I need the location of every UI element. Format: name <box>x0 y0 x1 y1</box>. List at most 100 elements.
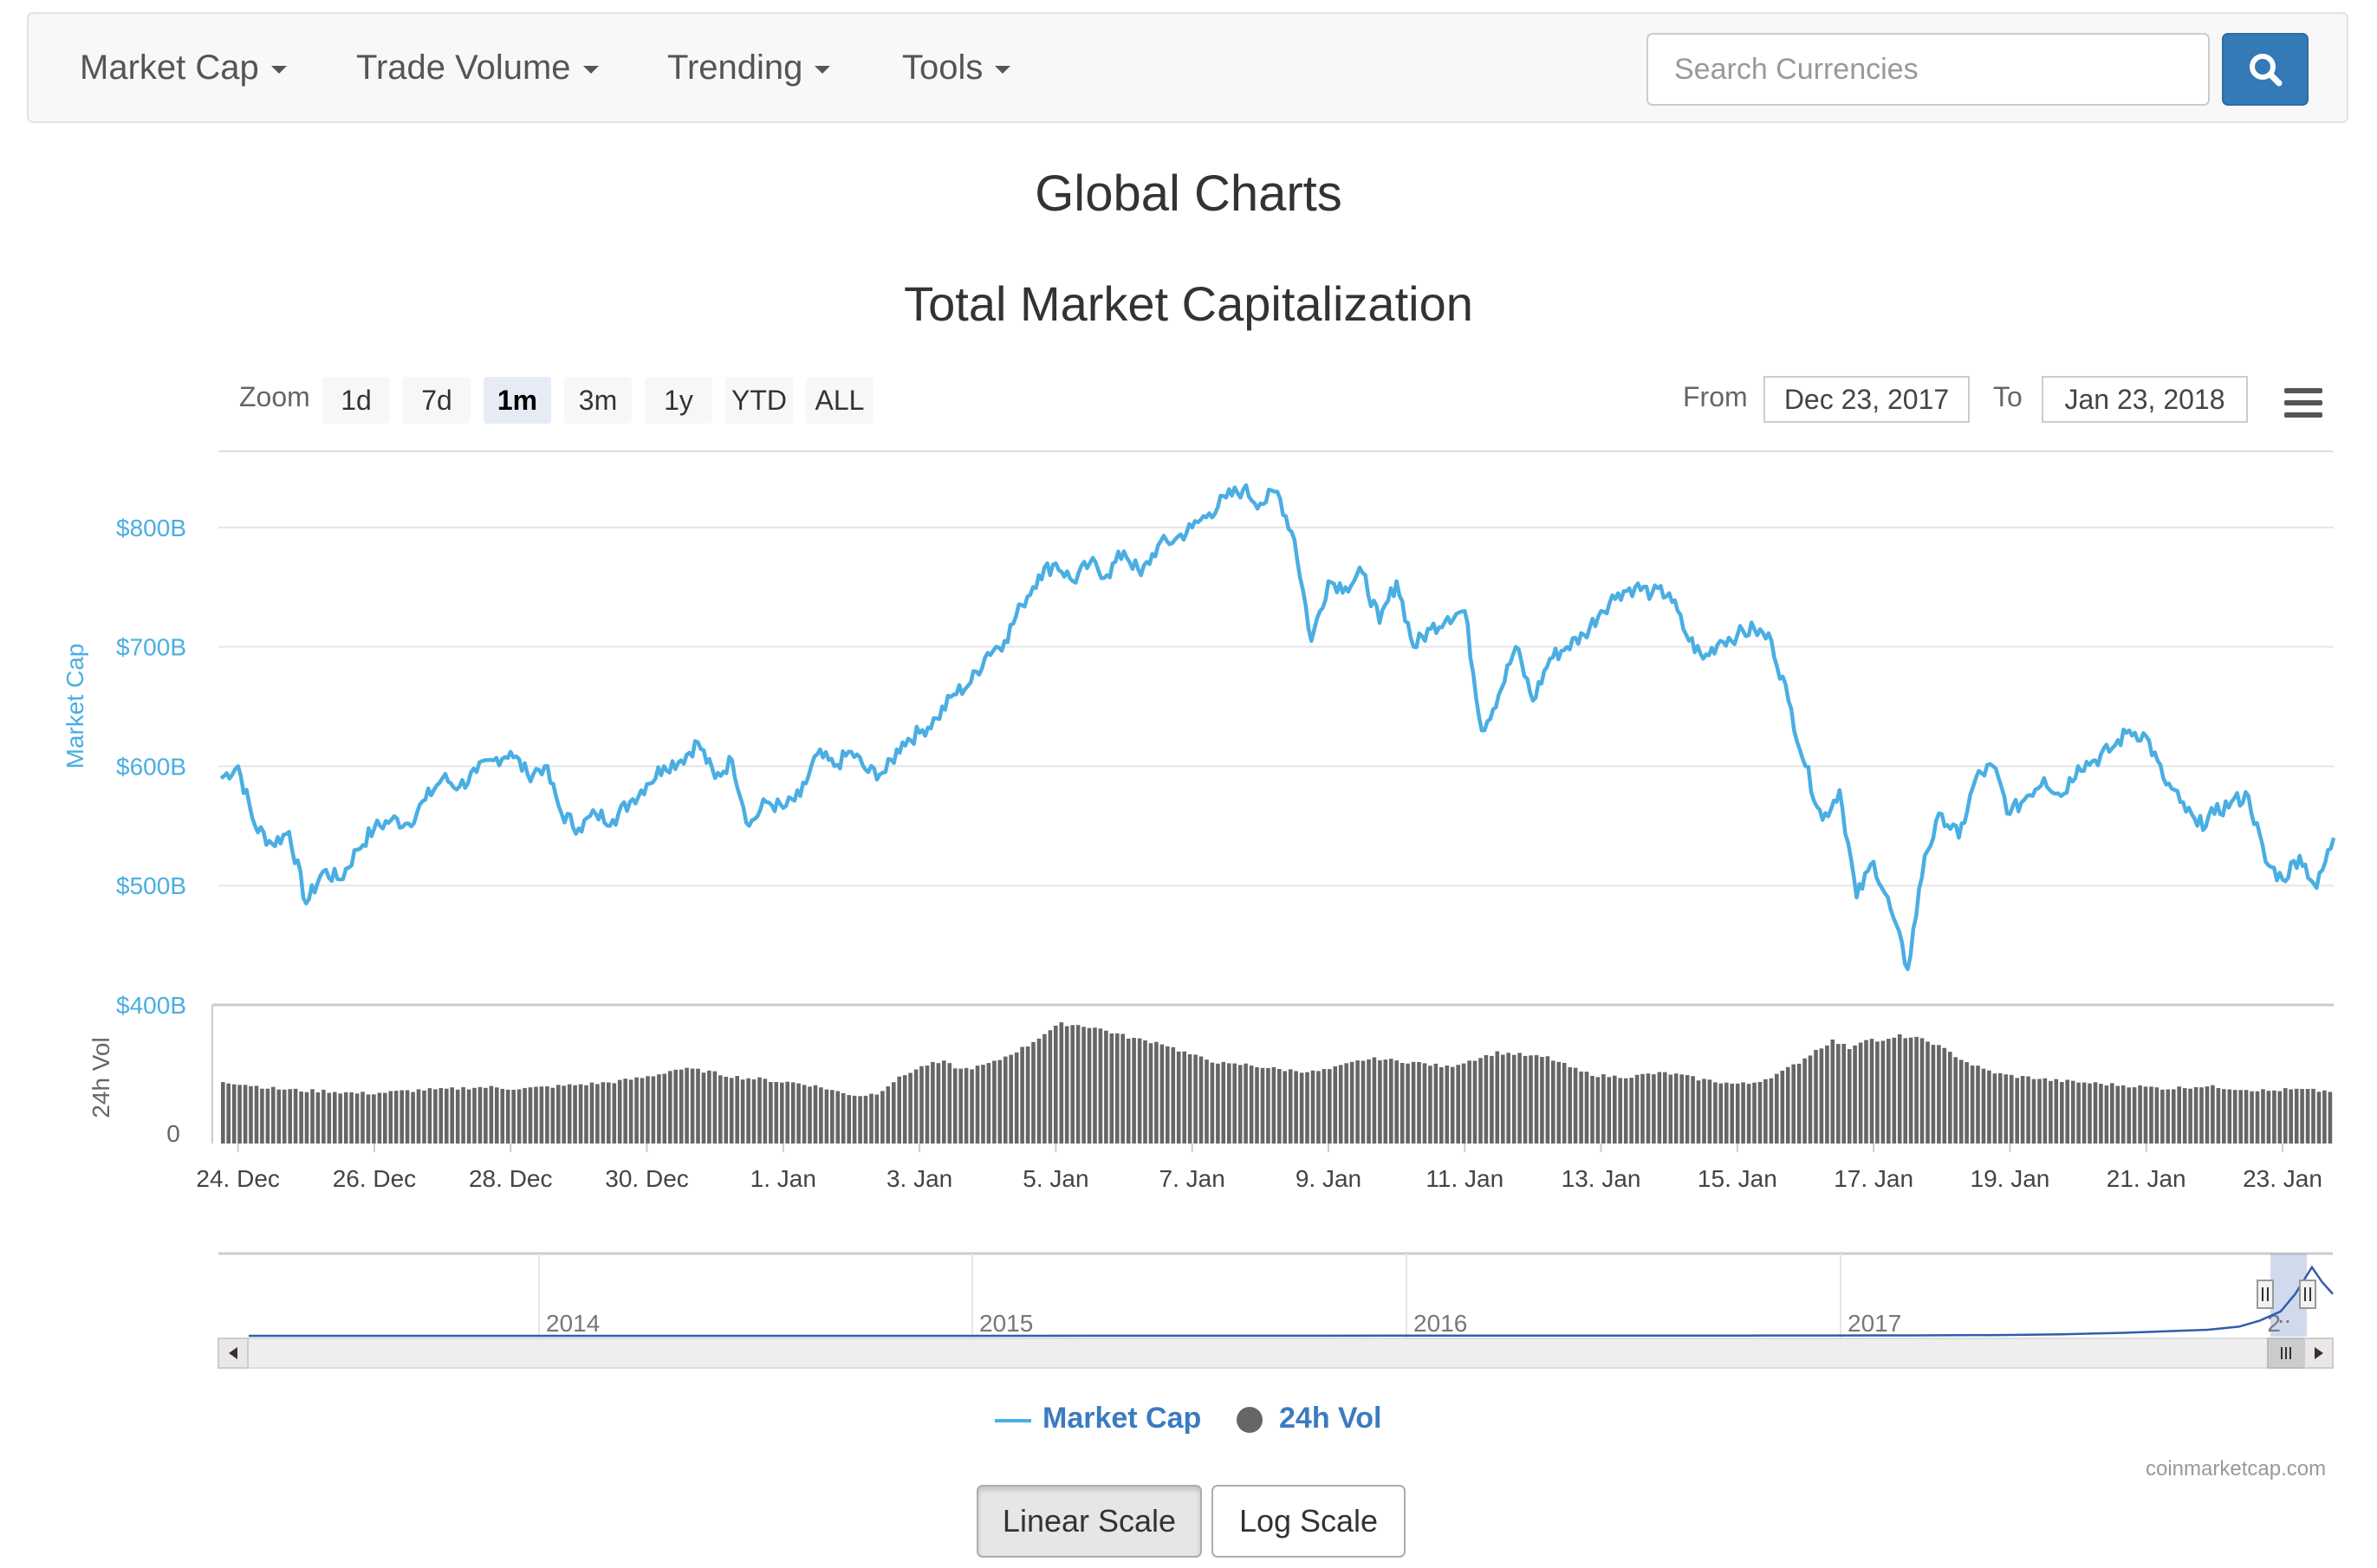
volume-bar <box>1634 1074 1640 1144</box>
volume-bar <box>2232 1090 2237 1144</box>
volume-bar <box>1433 1063 1439 1144</box>
chart-credits-link[interactable]: coinmarketcap.com <box>2146 1457 2327 1481</box>
volume-bar <box>1746 1084 1751 1144</box>
volume-bar <box>1472 1060 1478 1144</box>
linear-scale-button[interactable]: Linear Scale <box>977 1485 1202 1558</box>
navigator-handle-right[interactable] <box>2299 1280 2316 1309</box>
volume-bar <box>2316 1092 2322 1144</box>
volume-bar <box>1087 1027 1092 1144</box>
volume-bar <box>1104 1030 1108 1144</box>
caret-down-icon <box>995 65 1011 74</box>
volume-bar <box>1132 1038 1136 1144</box>
x-tick-label: 24. Dec <box>196 1165 280 1192</box>
volume-bar <box>1534 1055 1539 1144</box>
scrollbar-right-button[interactable] <box>2303 1338 2334 1369</box>
nav-market-cap-label: Market Cap <box>80 49 259 87</box>
volume-bar <box>1237 1065 1243 1144</box>
volume-bar <box>271 1086 276 1144</box>
zoom-1d-button[interactable]: 1d <box>322 377 390 424</box>
zoom-7d-button[interactable]: 7d <box>403 377 471 424</box>
volume-bar <box>1501 1054 1505 1144</box>
search-input[interactable] <box>1646 33 2210 106</box>
volume-bar <box>2283 1088 2288 1144</box>
volume-bar <box>2049 1080 2053 1144</box>
volume-bar <box>724 1076 729 1144</box>
search-button[interactable] <box>2222 33 2309 106</box>
navigator-year-label: 2016 <box>1413 1310 1467 1337</box>
volume-bar <box>1042 1033 1047 1144</box>
navigator-handle-left[interactable] <box>2257 1280 2274 1309</box>
volume-bar <box>2110 1083 2114 1144</box>
navigator[interactable]: 20142015201620172 .. <box>218 1252 2334 1338</box>
volume-bar <box>2026 1076 2030 1144</box>
legend-market-cap[interactable]: Market Cap <box>1042 1402 1202 1435</box>
volume-bar <box>1036 1038 1042 1144</box>
legend-24h-vol[interactable]: 24h Vol <box>1279 1402 1382 1435</box>
volume-bar <box>2004 1074 2009 1144</box>
volume-bar <box>2031 1079 2036 1144</box>
volume-bar <box>1054 1026 1058 1144</box>
volume-bar <box>1081 1027 1086 1144</box>
nav-tools-dropdown[interactable]: Tools <box>902 14 1011 121</box>
volume-bar <box>528 1087 533 1144</box>
volume-bar <box>986 1063 991 1144</box>
volume-bar <box>1908 1037 1913 1144</box>
volume-bar <box>1858 1042 1863 1144</box>
volume-bar <box>293 1088 298 1144</box>
volume-bar <box>2328 1092 2333 1144</box>
volume-bar <box>562 1085 566 1144</box>
volume-bar <box>634 1077 639 1144</box>
zoom-1y-button[interactable]: 1y <box>645 377 712 424</box>
volume-bar <box>2099 1084 2103 1144</box>
volume-bar <box>975 1066 980 1144</box>
volume-bar <box>970 1069 974 1144</box>
volume-bar <box>2009 1074 2014 1144</box>
zoom-all-button[interactable]: ALL <box>806 377 874 424</box>
hamburger-menu-icon[interactable] <box>2284 388 2322 418</box>
volume-bar <box>1551 1060 1555 1144</box>
volume-bar <box>2227 1089 2232 1144</box>
caret-down-icon <box>815 65 831 74</box>
volume-bar <box>813 1085 818 1144</box>
volume-bar <box>1299 1072 1304 1144</box>
volume-bar <box>1573 1067 1578 1144</box>
volume-bar <box>1780 1070 1785 1144</box>
nav-trade-volume-dropdown[interactable]: Trade Volume <box>356 14 599 121</box>
volume-bar <box>226 1083 231 1144</box>
zoom-ytd-button[interactable]: YTD <box>725 377 793 424</box>
to-date-input[interactable]: Jan 23, 2018 <box>2042 376 2248 423</box>
volume-bar <box>1109 1033 1114 1144</box>
navigator-scrollbar[interactable] <box>218 1338 2334 1369</box>
caret-down-icon <box>582 65 599 74</box>
volume-bar <box>2115 1085 2120 1144</box>
volume-bar <box>1926 1041 1930 1144</box>
volume-bar <box>1025 1046 1030 1144</box>
volume-bar <box>231 1084 237 1144</box>
navigator-year-label: 2017 <box>1848 1310 1901 1337</box>
volume-bar <box>1456 1065 1460 1144</box>
volume-bar <box>1892 1037 1897 1144</box>
volume-bar <box>511 1090 516 1144</box>
zoom-1m-button[interactable]: 1m <box>484 377 551 424</box>
x-tick-label: 3. Jan <box>887 1165 952 1192</box>
volume-bar <box>607 1082 611 1144</box>
volume-bar <box>2238 1090 2243 1144</box>
navigator-year-label: 2015 <box>979 1310 1033 1337</box>
volume-bar <box>796 1083 801 1144</box>
volume-bar <box>1148 1043 1153 1144</box>
y-axis-labels: $800B $700B $600B $500B $400B <box>116 515 186 1019</box>
volume-bar <box>1618 1078 1622 1144</box>
log-scale-button[interactable]: Log Scale <box>1211 1485 1406 1558</box>
volume-bar <box>1361 1060 1366 1144</box>
nav-market-cap-dropdown[interactable]: Market Cap <box>80 14 287 121</box>
volume-bar <box>628 1079 633 1144</box>
volume-bar <box>399 1090 404 1144</box>
volume-bar <box>2104 1085 2109 1144</box>
nav-trending-dropdown[interactable]: Trending <box>667 14 831 121</box>
volume-bar <box>411 1092 415 1144</box>
zoom-3m-button[interactable]: 3m <box>564 377 632 424</box>
y-tick-label: $400B <box>116 992 186 1019</box>
from-date-input[interactable]: Dec 23, 2017 <box>1763 376 1970 423</box>
volume-bar <box>1948 1052 1952 1144</box>
volume-bar <box>740 1079 745 1144</box>
